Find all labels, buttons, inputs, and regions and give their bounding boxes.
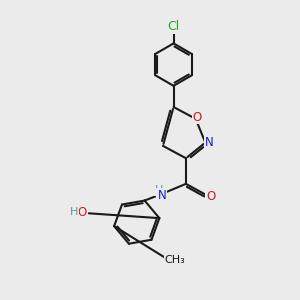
Text: O: O <box>206 190 216 203</box>
Text: H: H <box>70 207 78 217</box>
Text: Cl: Cl <box>167 20 180 33</box>
Text: H: H <box>154 185 163 195</box>
Text: N: N <box>205 136 213 149</box>
Text: O: O <box>78 206 87 219</box>
Text: N: N <box>158 189 166 203</box>
Text: CH₃: CH₃ <box>165 255 185 265</box>
Text: O: O <box>193 110 202 124</box>
